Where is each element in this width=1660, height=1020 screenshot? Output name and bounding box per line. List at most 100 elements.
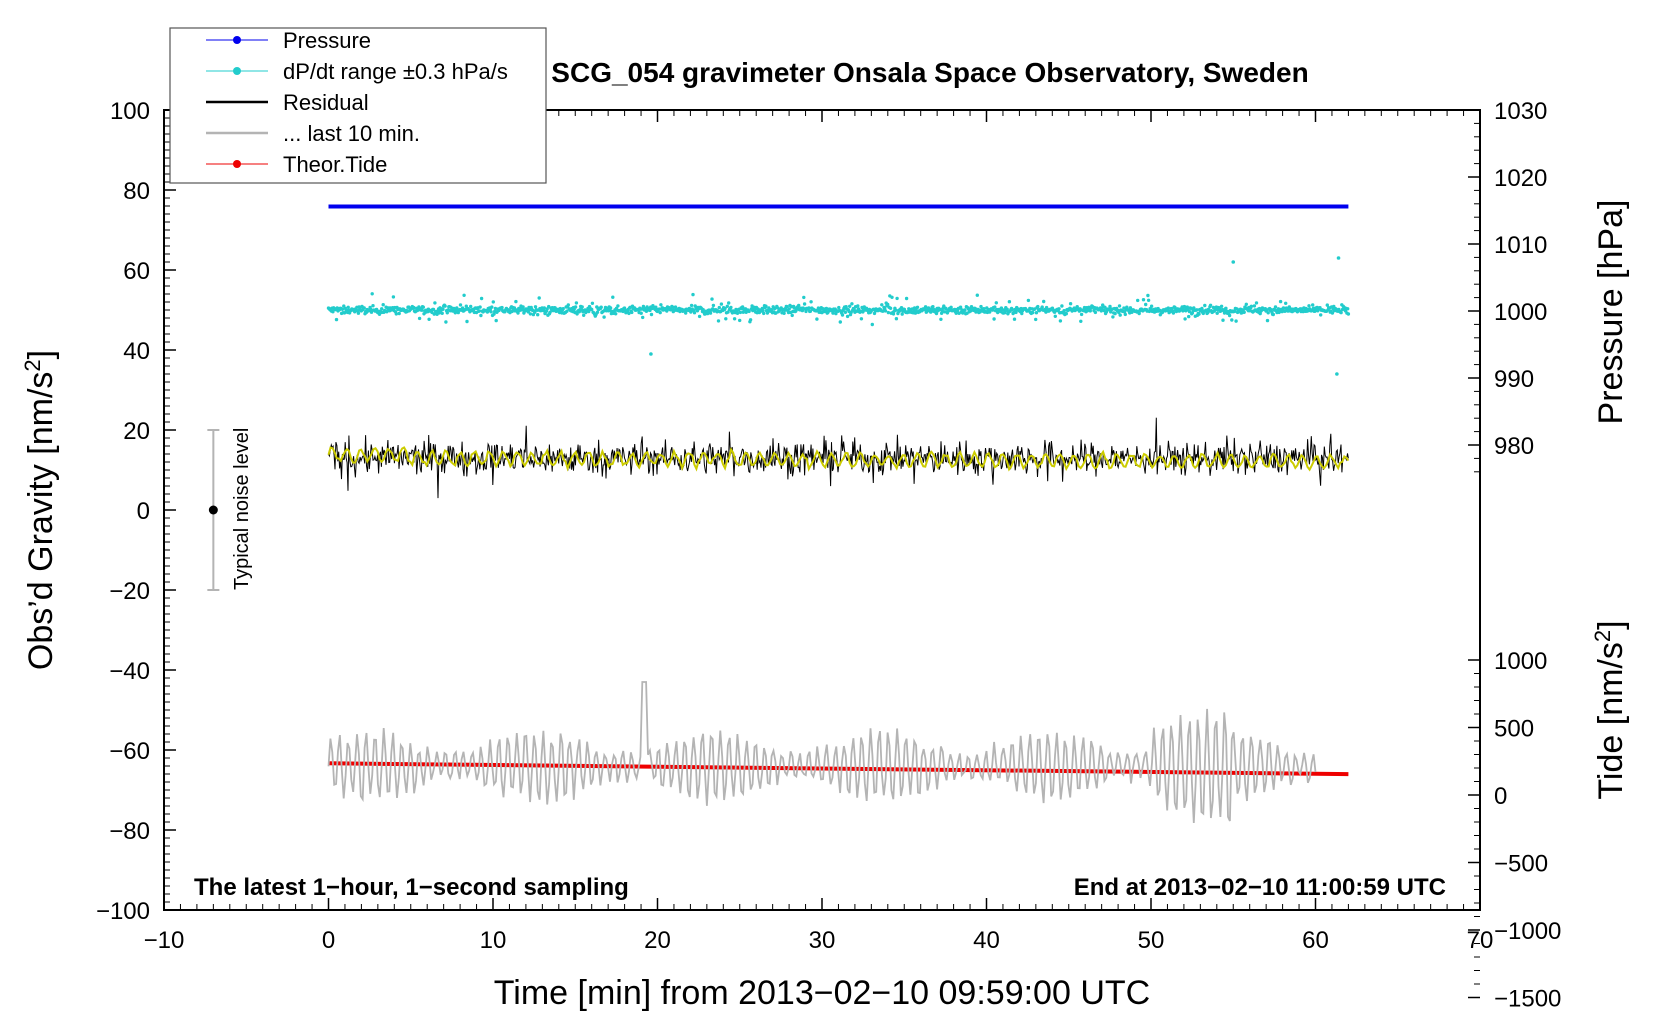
dpdt-point [512, 306, 517, 310]
dpdt-point [762, 311, 766, 316]
dpdt-point [1227, 313, 1232, 318]
dpdt-point [1125, 305, 1129, 309]
dpdt-point [548, 310, 552, 314]
residual-series-line [328, 417, 1349, 499]
dpdt-point [1079, 319, 1083, 323]
dpdt-point [975, 293, 979, 297]
dpdt-point [659, 303, 663, 307]
y-axis-title-tide-main: Tide [nm/s [1592, 642, 1630, 799]
dpdt-point [1266, 311, 1270, 315]
dpdt-point [1014, 310, 1018, 315]
y-tide-tick-label: 1000 [1494, 648, 1547, 675]
dpdt-point [649, 352, 653, 356]
dpdt-point [1012, 317, 1017, 321]
dpdt-point [1325, 303, 1330, 307]
dpdt-point [616, 304, 620, 308]
x-tick-label: 70 [1467, 927, 1494, 954]
dpdt-point [979, 304, 983, 309]
dpdt-point [478, 305, 482, 309]
dpdt-point [673, 305, 678, 309]
legend-box [169, 27, 547, 184]
dpdt-point [880, 303, 884, 307]
dpdt-point [888, 306, 893, 310]
dpdt-point [381, 303, 385, 307]
dpdt-point [1141, 298, 1146, 302]
dpdt-point [824, 306, 829, 311]
dpdt-point [397, 311, 401, 316]
dpdt-point [787, 307, 791, 311]
dpdt-point [1031, 310, 1035, 315]
dpdt-point [1339, 310, 1343, 315]
dpdt-point [963, 308, 967, 312]
dpdt-point [460, 306, 465, 310]
dpdt-point [658, 310, 662, 315]
y-axis-title-gravity-sup: 2 [20, 359, 45, 371]
dpdt-point [1249, 304, 1254, 308]
dpdt-point [807, 306, 811, 310]
dpdt-point [582, 313, 586, 317]
dpdt-point [537, 296, 541, 300]
dpdt-point [1203, 303, 1207, 308]
dpdt-point [521, 305, 525, 309]
legend-label: Residual [283, 90, 369, 115]
dpdt-point [1190, 311, 1195, 315]
dpdt-point [340, 307, 345, 311]
dpdt-point [1318, 306, 1322, 310]
y-axis-title-tide: Tide [nm/s2] [1590, 620, 1630, 799]
dpdt-point [1336, 256, 1341, 260]
dpdt-point [1146, 293, 1150, 298]
dpdt-point [1058, 319, 1063, 323]
dpdt-point [1093, 310, 1098, 315]
dpdt-point [369, 310, 374, 314]
dpdt-point [421, 305, 425, 309]
y-left-tick-label: −40 [109, 658, 150, 685]
dpdt-point [719, 302, 724, 306]
dpdt-point [954, 311, 958, 315]
dpdt-point [331, 310, 335, 314]
dpdt-point [834, 311, 838, 316]
dpdt-point [837, 305, 841, 310]
dpdt-point [726, 310, 730, 314]
dpdt-point [1319, 313, 1323, 317]
dpdt-point [1079, 312, 1084, 317]
dpdt-point [684, 311, 688, 315]
dpdt-point [356, 311, 361, 315]
x-tick-label: 30 [809, 927, 836, 954]
dpdt-point [845, 314, 850, 319]
dpdt-point [710, 297, 714, 301]
dpdt-point [427, 317, 431, 321]
dpdt-point [735, 311, 740, 315]
dpdt-point [689, 303, 694, 308]
dpdt-point [362, 306, 366, 310]
y-tide-tick-label: −1000 [1494, 918, 1561, 945]
dpdt-point [1281, 306, 1286, 310]
y-left-tick-label: −80 [109, 818, 150, 845]
dpdt-point [915, 305, 920, 309]
dpdt-point [1005, 307, 1009, 311]
dpdt-point [490, 305, 494, 309]
x-tick-label: 60 [1302, 927, 1329, 954]
dpdt-point [462, 293, 466, 297]
dpdt-point [1189, 306, 1193, 310]
dpdt-point [639, 311, 643, 315]
dpdt-point [883, 309, 888, 313]
dpdt-point [491, 300, 495, 304]
y-left-tick-label: 60 [123, 258, 150, 285]
dpdt-point [1276, 307, 1281, 311]
y-axis-title-gravity: Obs’d Gravity [nm/s2] [20, 350, 60, 670]
legend: Pressure dP/dt range ±0.3 hPa/s Residual..… [169, 27, 547, 184]
dpdt-point [838, 320, 842, 324]
annotation-end-time: End at 2013−02−10 11:00:59 UTC [1074, 874, 1446, 901]
last-10-min-series-line [327, 681, 1317, 823]
noise-bar-center-dot [208, 505, 218, 515]
dpdt-point [1183, 317, 1187, 321]
dpdt-series [326, 256, 1351, 376]
dpdt-point [479, 296, 484, 301]
dpdt-point [993, 305, 997, 309]
dpdt-point [1118, 313, 1122, 317]
dpdt-point [1215, 311, 1219, 315]
dpdt-point [1200, 306, 1204, 311]
dpdt-point [1234, 319, 1238, 323]
dpdt-point [764, 304, 768, 308]
dpdt-point [627, 311, 631, 316]
